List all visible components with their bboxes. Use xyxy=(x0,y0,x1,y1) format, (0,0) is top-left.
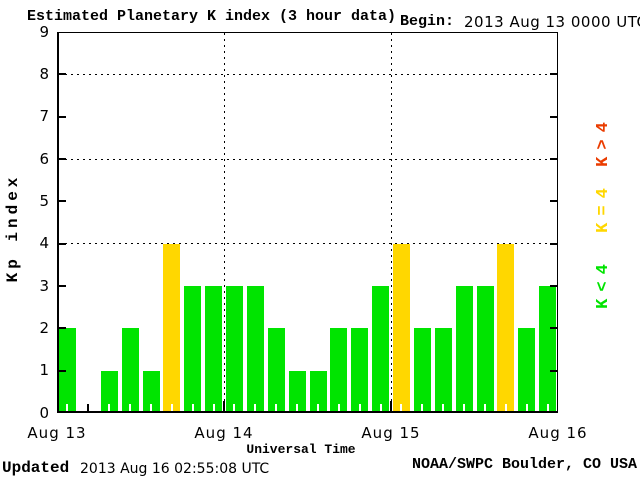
y-tick-right xyxy=(550,73,557,76)
x-minor-tick xyxy=(504,404,507,411)
x-minor-tick xyxy=(87,404,90,411)
kp-bar xyxy=(309,370,327,411)
x-minor-tick xyxy=(379,404,382,411)
kp-bar xyxy=(372,286,390,411)
x-minor-tick xyxy=(483,404,486,411)
y-axis-line xyxy=(57,32,59,413)
x-minor-tick xyxy=(275,404,278,411)
plot-border-right xyxy=(557,32,558,413)
kp-bar xyxy=(267,328,285,411)
x-minor-tick xyxy=(212,404,215,411)
y-tick-right xyxy=(550,242,557,245)
y-tick-label-8: 8 xyxy=(39,64,49,83)
kp-bar xyxy=(121,328,139,411)
y-tick-right xyxy=(550,200,557,203)
begin-timestamp: 2013 Aug 13 0000 UTC xyxy=(464,13,640,31)
kp-bar xyxy=(288,370,306,411)
kp-bar xyxy=(184,286,202,411)
x-minor-tick xyxy=(421,404,424,411)
y-tick-label-6: 6 xyxy=(39,149,49,168)
kp-bar xyxy=(163,243,181,411)
y-tick-left xyxy=(59,327,66,330)
kp-bar xyxy=(434,328,452,411)
kp-bar xyxy=(142,370,160,411)
x-minor-tick xyxy=(108,404,111,411)
x-minor-tick xyxy=(129,404,132,411)
kp-bar xyxy=(497,243,515,411)
x-minor-tick xyxy=(296,404,299,411)
x-minor-tick xyxy=(400,404,403,411)
x-minor-tick xyxy=(337,404,340,411)
y-tick-left xyxy=(59,73,66,76)
x-minor-tick xyxy=(170,404,173,411)
y-tick-label-3: 3 xyxy=(39,276,49,295)
gridline-kp-6 xyxy=(59,158,556,160)
kp-bar xyxy=(246,286,264,411)
kp-bar xyxy=(330,328,348,411)
kp-bar xyxy=(59,328,76,411)
y-tick-label-4: 4 xyxy=(39,234,49,253)
x-tick-label: Aug 14 xyxy=(194,424,254,442)
x-axis-line xyxy=(57,411,558,413)
y-tick-left xyxy=(59,200,66,203)
y-tick-right xyxy=(550,369,557,372)
x-minor-tick xyxy=(463,404,466,411)
legend-k-lt-4: K<4 xyxy=(594,257,613,309)
x-minor-tick xyxy=(546,404,549,411)
y-tick-label-1: 1 xyxy=(39,361,49,380)
y-tick-left xyxy=(59,115,66,118)
x-minor-tick xyxy=(149,404,152,411)
y-tick-label-9: 9 xyxy=(39,22,49,41)
x-minor-tick xyxy=(254,404,257,411)
x-tick-label: Aug 13 xyxy=(27,424,87,442)
x-minor-tick xyxy=(233,404,236,411)
x-minor-tick xyxy=(66,404,69,411)
day-boundary-tick xyxy=(390,401,392,411)
y-axis-title: Kp index xyxy=(4,173,22,283)
updated-label: Updated xyxy=(2,459,70,477)
x-axis-title: Universal Time xyxy=(246,442,356,457)
y-tick-label-5: 5 xyxy=(39,191,49,210)
x-minor-tick xyxy=(358,404,361,411)
x-minor-tick xyxy=(316,404,319,411)
y-tick-left xyxy=(59,285,66,287)
x-tick-label: Aug 16 xyxy=(528,424,588,442)
y-tick-label-7: 7 xyxy=(39,107,49,126)
y-tick-left xyxy=(59,242,66,245)
kp-bar xyxy=(518,328,536,411)
kp-bar xyxy=(393,243,410,411)
y-tick-left xyxy=(59,158,66,160)
y-tick-right xyxy=(550,285,557,287)
kp-bar xyxy=(226,286,243,411)
x-minor-tick xyxy=(191,404,194,411)
y-tick-right xyxy=(550,158,557,160)
plot-border-top xyxy=(57,32,558,33)
kp-bar xyxy=(476,286,494,411)
credit-text: NOAA/SWPC Boulder, CO USA xyxy=(412,456,638,473)
x-tick-label: Aug 15 xyxy=(361,424,421,442)
x-minor-tick xyxy=(525,404,528,411)
day-boundary-line xyxy=(390,33,392,411)
kp-bar xyxy=(413,328,431,411)
day-boundary-tick xyxy=(223,401,225,411)
y-tick-right xyxy=(550,115,557,118)
y-tick-right xyxy=(550,327,557,330)
kp-bar xyxy=(539,286,557,411)
begin-label: Begin: xyxy=(400,13,455,30)
y-tick-left xyxy=(59,369,66,372)
y-tick-label-2: 2 xyxy=(39,318,49,337)
chart-title: Estimated Planetary K index (3 hour data… xyxy=(27,8,397,25)
updated-timestamp: 2013 Aug 16 02:55:08 UTC xyxy=(80,461,270,477)
kp-bar xyxy=(351,328,369,411)
plot-area xyxy=(57,32,558,413)
kp-bar xyxy=(100,370,118,411)
y-tick-label-0: 0 xyxy=(39,403,49,422)
gridline-kp-8 xyxy=(59,73,556,75)
gridline-kp-4 xyxy=(59,243,556,245)
kp-bar xyxy=(455,286,473,411)
day-boundary-line xyxy=(223,33,225,411)
x-minor-tick xyxy=(442,404,445,411)
kp-bar xyxy=(205,286,223,411)
